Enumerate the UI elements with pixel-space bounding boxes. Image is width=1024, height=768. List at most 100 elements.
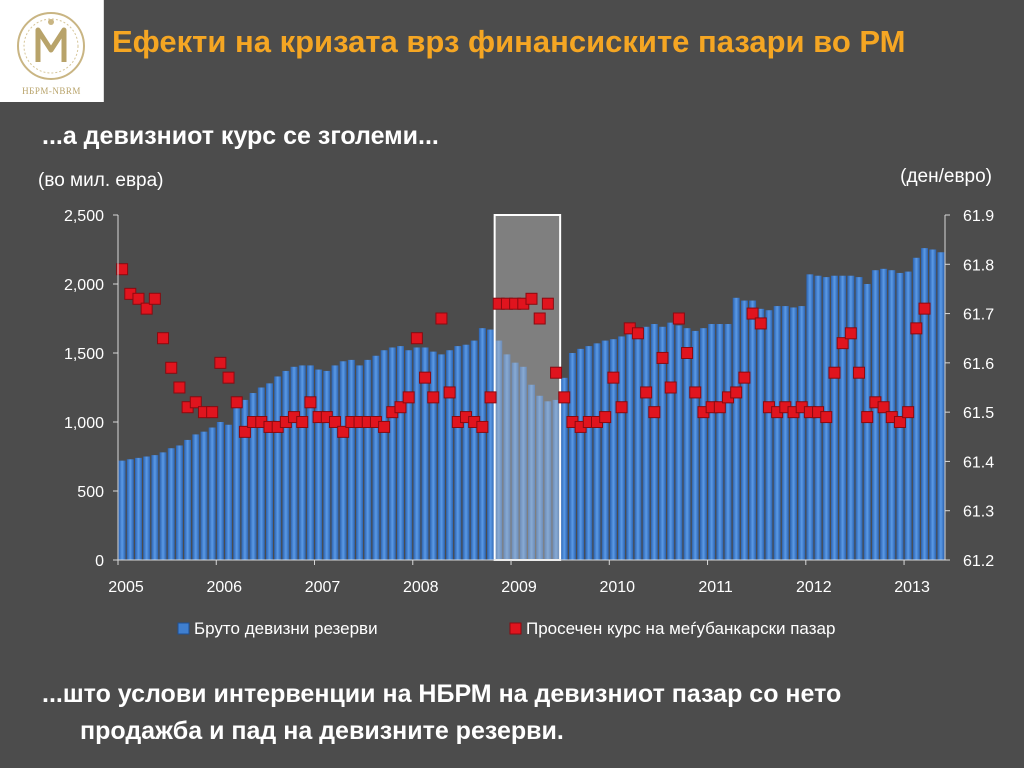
- reserve-bar: [356, 365, 364, 560]
- x-tick-label: 2009: [501, 579, 537, 596]
- reserve-bar: [364, 359, 372, 560]
- exchange-rate-marker: [525, 292, 538, 305]
- reserve-bar: [634, 332, 642, 560]
- exchange-rate-marker: [484, 391, 497, 404]
- exchange-rate-marker: [713, 401, 726, 414]
- exchange-rate-marker: [435, 312, 448, 325]
- exchange-rate-marker: [402, 391, 415, 404]
- reserve-bar: [618, 336, 626, 560]
- reserve-bar: [159, 452, 167, 560]
- x-tick-label: 2012: [796, 579, 832, 596]
- exchange-rate-marker: [550, 366, 563, 379]
- exchange-rate-marker: [877, 401, 890, 414]
- reserve-bar: [716, 324, 724, 560]
- nbrm-logo: НБРМ-NBRM: [0, 0, 104, 102]
- exchange-rate-marker: [173, 381, 186, 394]
- exchange-rate-marker: [910, 322, 923, 335]
- reserve-bar: [495, 340, 503, 560]
- reserve-bar: [699, 328, 707, 560]
- reserve-bar: [446, 350, 454, 560]
- reserve-bar: [323, 370, 331, 560]
- reserve-bar: [134, 457, 142, 560]
- reserve-bar: [749, 300, 757, 560]
- left-tick-label: 2,000: [64, 277, 104, 294]
- reserve-bar: [798, 306, 806, 560]
- exchange-rate-marker: [656, 351, 669, 364]
- exchange-rate-marker: [738, 371, 751, 384]
- reserve-bar: [372, 355, 380, 560]
- reserve-bar: [388, 347, 396, 560]
- exchange-rate-marker: [689, 386, 702, 399]
- exchange-rate-marker: [222, 371, 235, 384]
- exchange-rate-marker: [328, 416, 341, 428]
- reserve-bar: [347, 359, 355, 560]
- reserve-bar: [331, 365, 339, 560]
- x-tick-label: 2008: [403, 579, 439, 596]
- page-title: Ефекти на кризата врз финансиските пазар…: [112, 24, 906, 59]
- reserve-bar: [724, 324, 732, 560]
- x-tick-label: 2010: [599, 579, 635, 596]
- exchange-rate-marker: [157, 332, 170, 345]
- exchange-rate-marker: [148, 292, 161, 305]
- x-tick-label: 2006: [206, 579, 242, 596]
- reserve-bar: [315, 369, 323, 560]
- right-axis-unit: (ден/евро): [900, 166, 992, 187]
- reserve-bar: [667, 322, 675, 560]
- exchange-rate-marker: [304, 396, 317, 409]
- exchange-rate-marker: [893, 416, 906, 428]
- left-tick-label: 1,000: [64, 415, 104, 432]
- reserve-bar: [282, 370, 290, 560]
- reserve-bar: [421, 347, 429, 560]
- reserve-bar: [511, 362, 519, 560]
- reserve-bar: [781, 306, 789, 560]
- reserve-bar: [880, 268, 888, 560]
- reserve-bar: [167, 448, 175, 560]
- reserve-bar: [274, 376, 282, 560]
- left-tick-label: 500: [77, 484, 104, 501]
- exchange-rate-marker: [607, 371, 620, 384]
- exchange-rate-marker: [599, 411, 612, 424]
- reserve-bar: [339, 361, 347, 560]
- reserve-bar: [937, 252, 945, 560]
- legend-marker-swatch: [509, 622, 522, 635]
- exchange-rate-marker: [394, 401, 407, 414]
- reserves-rate-chart: 0 500 1,000 1,500 2,000 2,500 61.2 61.3 61.4 61.5…: [64, 208, 994, 638]
- exchange-rate-marker: [672, 312, 685, 325]
- logo-text: НБРМ-NBRM: [22, 86, 81, 96]
- exchange-rate-marker: [648, 406, 661, 419]
- exchange-rate-marker: [828, 366, 841, 379]
- x-tick-label: 2011: [698, 579, 733, 596]
- reserve-bar: [740, 300, 748, 560]
- reserve-bar: [552, 399, 560, 560]
- right-tick-label: 61.8: [963, 257, 994, 274]
- reserve-bar: [675, 325, 683, 560]
- exchange-rate-marker: [820, 411, 833, 424]
- exchange-rate-marker: [419, 371, 432, 384]
- reserve-bar: [593, 343, 601, 560]
- reserve-bar: [192, 434, 200, 560]
- x-tick-label: 2005: [108, 579, 144, 596]
- exchange-rate-marker: [116, 263, 129, 276]
- legend-label: Просечен курс на меѓубанкарски пазар: [526, 619, 835, 638]
- x-tick-label: 2007: [305, 579, 341, 596]
- reserve-bar: [454, 346, 462, 560]
- exchange-rate-marker: [664, 381, 677, 394]
- reserve-bar: [528, 384, 535, 560]
- conclusion-text: ...што услови интервенции на НБРМ на дев…: [42, 676, 1012, 750]
- reserve-bar: [429, 351, 437, 560]
- exchange-rate-marker: [410, 332, 423, 345]
- left-tick-label: 1,500: [64, 346, 104, 363]
- left-tick-label: 0: [95, 553, 104, 570]
- reserve-bar: [642, 326, 650, 560]
- reserve-bar: [929, 249, 937, 560]
- reserve-bar: [184, 439, 192, 560]
- reserve-bar: [708, 324, 716, 560]
- exchange-rate-marker: [541, 297, 554, 310]
- conclusion-line-1: ...што услови интервенции на НБРМ на дев…: [42, 680, 842, 708]
- reserve-bar: [151, 455, 159, 560]
- exchange-rate-marker: [902, 406, 915, 419]
- reserve-bar: [830, 275, 838, 560]
- crisis-highlight-box: [493, 214, 562, 561]
- reserve-bar: [732, 297, 740, 560]
- reserve-bar: [790, 307, 798, 560]
